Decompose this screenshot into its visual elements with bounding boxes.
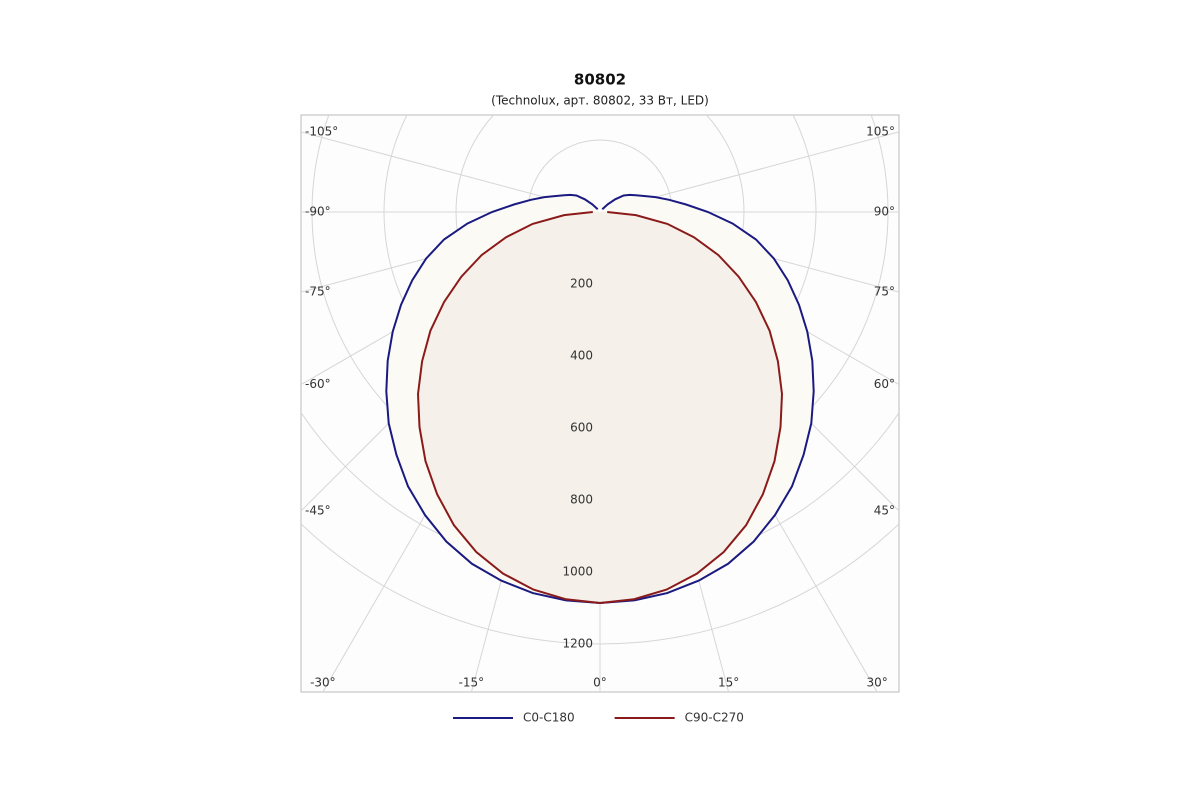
r-tick-label: 1200 bbox=[562, 637, 593, 651]
r-tick-label: 600 bbox=[570, 421, 593, 435]
r-tick-label: 200 bbox=[570, 277, 593, 291]
angle-tick-label: 105° bbox=[866, 124, 895, 138]
r-tick-label: 800 bbox=[570, 493, 593, 507]
series-line bbox=[385, 193, 601, 604]
angle-tick-label: 90° bbox=[874, 205, 895, 219]
chart-subtitle: (Technolux, арт. 80802, 33 Вт, LED) bbox=[491, 94, 709, 108]
angle-tick-label: -75° bbox=[305, 285, 331, 299]
series-line bbox=[599, 193, 815, 604]
angle-tick-label: 0° bbox=[593, 676, 607, 690]
angle-tick-label: -105° bbox=[305, 124, 338, 138]
legend: C0-C180 C90-C270 bbox=[453, 711, 744, 725]
legend-label: C90-C270 bbox=[685, 711, 744, 725]
series-line bbox=[416, 211, 601, 604]
angle-tick-label: -45° bbox=[305, 504, 331, 518]
legend-label: C0-C180 bbox=[523, 711, 575, 725]
angle-tick-label: 30° bbox=[866, 676, 887, 690]
angle-tick-label: 15° bbox=[718, 676, 739, 690]
chart-title: 80802 bbox=[574, 71, 626, 89]
r-tick-label: 1000 bbox=[562, 565, 593, 579]
series-area bbox=[600, 212, 782, 603]
angle-tick-label: -15° bbox=[459, 676, 485, 690]
angle-tick-label: 75° bbox=[874, 285, 895, 299]
angle-tick-label: -90° bbox=[305, 205, 331, 219]
plot bbox=[301, 115, 899, 692]
labels: -105° -90° -75° -60° -45° -30° -15° 0° 15° 30° 45°… bbox=[305, 124, 895, 689]
series-area bbox=[418, 212, 600, 603]
angle-tick-label: 45° bbox=[874, 504, 895, 518]
angle-tick-label: -30° bbox=[310, 676, 336, 690]
angle-tick-label: -60° bbox=[305, 377, 331, 391]
r-tick-label: 400 bbox=[570, 349, 593, 363]
angle-tick-label: 60° bbox=[874, 377, 895, 391]
series-line bbox=[599, 211, 784, 604]
